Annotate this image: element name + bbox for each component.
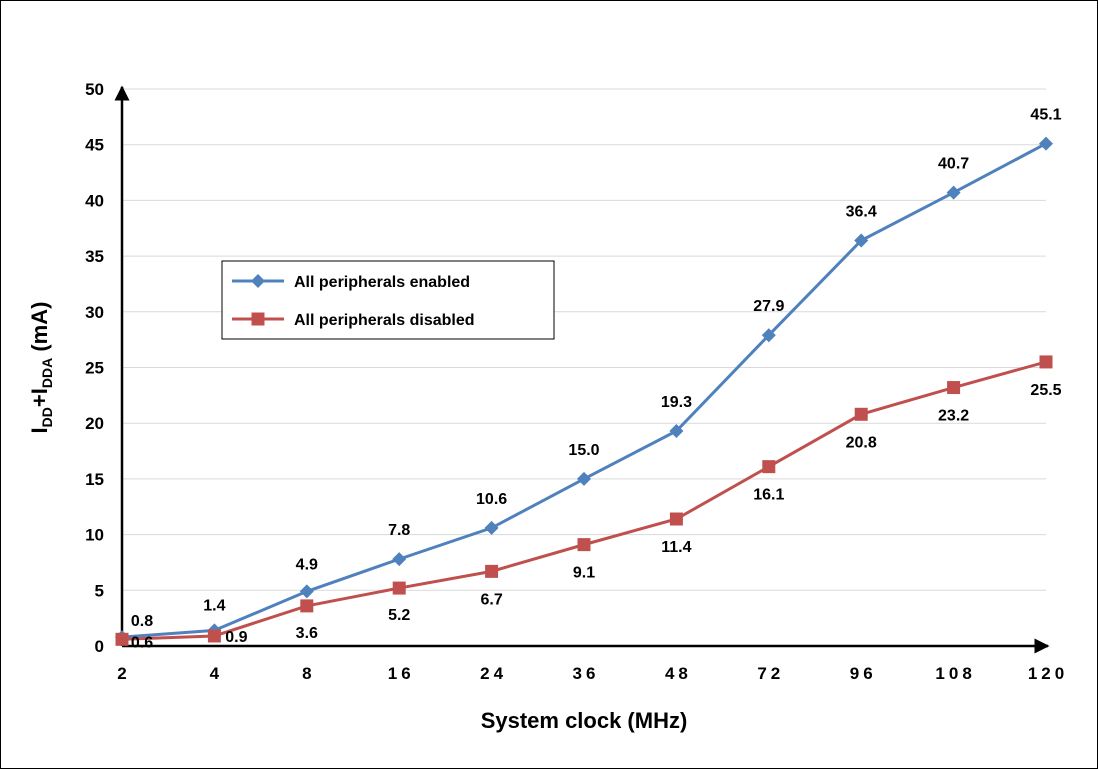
data-point <box>485 564 499 578</box>
data-label: 27.9 <box>753 298 784 315</box>
series-line <box>121 142 1047 639</box>
legend-item: All peripherals enabled <box>232 274 470 291</box>
data-labels: 0.8 1.4 4.9 7.8 10.6 15.0 19.3 27.9 36.4 40.7 45.1… <box>131 107 1062 652</box>
data-point <box>1039 136 1053 151</box>
y-axis-title-unit: (mA) <box>27 302 52 358</box>
data-label: 9.1 <box>573 565 595 582</box>
data-point <box>669 423 684 438</box>
x-tick-labels: 2 4 8 16 24 36 48 72 96 108 120 <box>117 664 1068 683</box>
x-tick-label: 48 <box>665 664 692 683</box>
x-axis-title: System clock (MHz) <box>481 708 688 733</box>
x-tick-label: 72 <box>757 664 784 683</box>
legend: All peripherals enabled All peripherals d… <box>221 260 555 340</box>
data-label: 7.8 <box>388 522 410 539</box>
y-tick-labels: 0 5 10 15 20 25 30 35 40 45 50 <box>85 80 104 656</box>
x-tick-label: 8 <box>302 664 315 683</box>
y-axis-title: IDD+IDDA (mA) <box>27 302 55 434</box>
legend-marker <box>251 312 265 326</box>
data-label: 15.0 <box>568 442 599 459</box>
y-axis-title-sub1: DD <box>39 407 55 427</box>
data-label: 45.1 <box>1030 107 1061 124</box>
y-tick-label: 45 <box>85 136 104 155</box>
x-tick-label: 16 <box>388 664 415 683</box>
data-label: 36.4 <box>846 204 877 221</box>
data-point <box>392 581 406 595</box>
y-tick-label: 40 <box>85 191 104 210</box>
legend-item: All peripherals disabled <box>232 312 475 329</box>
data-point <box>947 381 961 395</box>
y-tick-label: 10 <box>85 526 104 545</box>
x-tick-label: 36 <box>573 664 600 683</box>
x-tick-label: 96 <box>850 664 877 683</box>
y-tick-label: 20 <box>85 414 104 433</box>
legend-marker <box>251 274 265 288</box>
gridlines <box>122 88 1046 591</box>
data-point <box>1039 355 1053 369</box>
data-point <box>762 460 776 474</box>
data-point <box>299 584 314 599</box>
x-tick-label: 108 <box>935 664 975 683</box>
data-label: 0.9 <box>225 629 247 646</box>
legend-box <box>221 260 555 340</box>
data-point <box>761 328 776 343</box>
data-label: 11.4 <box>661 539 691 556</box>
data-label: 20.8 <box>846 434 877 451</box>
data-point <box>207 629 221 643</box>
data-label: 0.8 <box>131 613 153 630</box>
y-axis-title-plus: +I <box>27 388 52 407</box>
data-label: 6.7 <box>480 591 502 608</box>
y-tick-label: 0 <box>95 637 104 656</box>
data-label: 5.2 <box>388 607 410 624</box>
x-tick-label: 24 <box>480 664 507 683</box>
data-label: 0.6 <box>131 634 153 651</box>
data-label: 1.4 <box>203 597 225 614</box>
y-axis-title-base: I <box>27 427 52 433</box>
y-tick-label: 30 <box>85 303 104 322</box>
data-point <box>854 407 868 421</box>
y-axis-title-sub2: DDA <box>39 358 55 388</box>
legend-label: All peripherals disabled <box>294 312 475 329</box>
data-label: 4.9 <box>296 556 318 573</box>
data-label: 40.7 <box>938 156 969 173</box>
x-tick-label: 120 <box>1028 664 1068 683</box>
series <box>115 136 1053 646</box>
y-tick-label: 50 <box>85 80 104 99</box>
data-point <box>577 471 591 486</box>
series-disabled <box>115 355 1053 646</box>
y-tick-label: 5 <box>95 581 104 600</box>
data-point <box>854 233 869 248</box>
data-label: 19.3 <box>661 394 692 411</box>
series-line <box>121 360 1047 641</box>
x-tick-label: 4 <box>210 664 223 683</box>
data-label: 16.1 <box>753 487 784 504</box>
data-label: 25.5 <box>1030 382 1061 399</box>
y-tick-label: 25 <box>85 359 104 378</box>
y-tick-label: 35 <box>85 247 104 266</box>
data-point <box>946 185 961 200</box>
data-point <box>300 599 314 613</box>
y-tick-label: 15 <box>85 470 104 489</box>
legend-label: All peripherals enabled <box>294 274 470 291</box>
data-point <box>115 632 129 646</box>
data-point <box>669 512 683 526</box>
data-point <box>392 552 407 567</box>
axes <box>114 85 1050 654</box>
data-label: 23.2 <box>938 408 969 425</box>
data-point <box>484 520 499 535</box>
data-label: 3.6 <box>296 625 318 642</box>
x-tick-label: 2 <box>117 664 130 683</box>
data-point <box>577 538 591 552</box>
data-label: 10.6 <box>476 491 507 508</box>
